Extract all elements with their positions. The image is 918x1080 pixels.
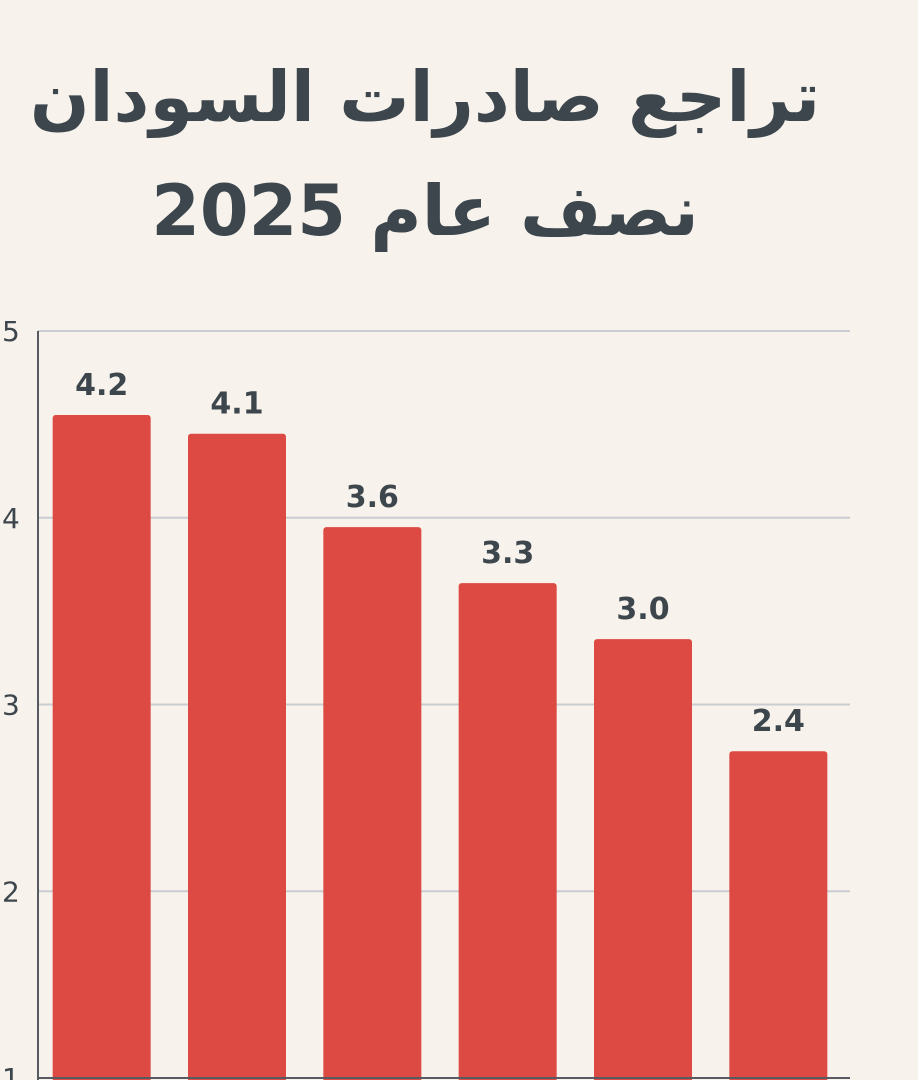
bar — [594, 639, 692, 1080]
bar — [458, 583, 557, 1080]
chart-title: تراجع صادرات السودان نصف عام 2025 — [0, 40, 850, 268]
data-label: 4.2 — [75, 368, 128, 403]
bar — [188, 433, 286, 1080]
bar — [52, 415, 151, 1080]
y-tick-label: 5 — [2, 315, 20, 348]
data-label: 4.1 — [210, 387, 263, 422]
y-tick-label: 2 — [2, 875, 20, 908]
bar — [323, 527, 422, 1080]
data-label: 2.4 — [752, 704, 805, 739]
y-tick-label: 3 — [2, 689, 20, 722]
bars — [52, 415, 828, 1080]
y-tick-label: 4 — [2, 502, 20, 535]
chart-title-line-2: نصف عام 2025 — [151, 170, 699, 252]
data-labels: 4.2 4.1 3.6 3.3 3.0 2.4 — [75, 368, 805, 739]
chart-title-line-1: تراجع صادرات السودان — [29, 56, 821, 138]
bar — [729, 751, 828, 1080]
data-label: 3.3 — [481, 536, 534, 571]
data-label: 3.6 — [346, 480, 399, 515]
y-axis-ticks: 1 2 3 4 5 — [2, 315, 20, 1080]
y-tick-label: 1 — [2, 1062, 20, 1080]
data-label: 3.0 — [616, 592, 669, 627]
axes — [37, 331, 850, 1080]
grid-lines — [38, 330, 850, 893]
